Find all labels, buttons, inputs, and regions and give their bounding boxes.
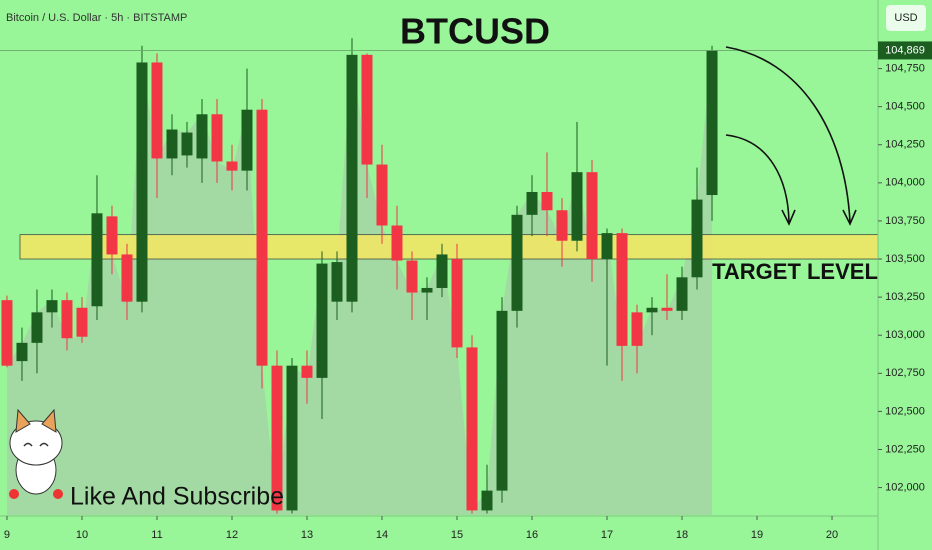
mascot-heart: [53, 489, 63, 499]
candle-body: [646, 307, 658, 313]
arrow-head: [842, 209, 857, 226]
candle-body: [421, 287, 433, 293]
symbol-header: Bitcoin / U.S. Dollar · 5h · BITSTAMP: [6, 12, 187, 24]
candle-body: [601, 233, 613, 260]
target-zone: [19, 234, 879, 260]
candle-body: [316, 263, 328, 378]
x-tick-label: 11: [151, 529, 162, 541]
y-tick-label: 103,750: [885, 215, 925, 227]
candle-body: [211, 114, 223, 162]
arrow: [725, 134, 790, 223]
candle-body: [106, 216, 118, 255]
y-tick-label: 103,250: [885, 291, 925, 303]
mascot: [9, 408, 63, 499]
candle-body: [196, 114, 208, 159]
y-tick-label: 104,250: [885, 139, 925, 151]
candle-body: [406, 260, 418, 293]
x-tick-label: 16: [526, 529, 538, 541]
candle-body: [31, 312, 43, 343]
y-tick-label: 104,000: [885, 177, 925, 189]
candle-body: [691, 199, 703, 278]
candle-body: [556, 210, 568, 241]
x-tick-label: 18: [676, 529, 688, 541]
candle-body: [451, 259, 463, 348]
mascot-ears: [15, 408, 57, 433]
mascot-heart: [9, 489, 19, 499]
candle-body: [616, 233, 628, 346]
candle-body: [151, 62, 163, 159]
candle-body: [121, 254, 133, 302]
arrows: [725, 46, 857, 226]
candle-body: [226, 161, 238, 171]
x-tick-label: 13: [301, 529, 313, 541]
x-tick-label: 17: [601, 529, 613, 541]
candle-body: [376, 164, 388, 226]
y-tick-label: 102,250: [885, 443, 925, 455]
x-tick-label: 10: [76, 529, 88, 541]
x-tick-label: 19: [751, 529, 763, 541]
mascot-eyes: [23, 442, 49, 447]
candle-body: [526, 191, 538, 215]
candle-body: [466, 347, 478, 511]
candle-body: [241, 109, 253, 171]
candle-body: [16, 342, 28, 362]
y-tick-label: 104,500: [885, 101, 925, 113]
candle-body: [271, 365, 283, 511]
candle-body: [181, 132, 193, 156]
currency-label[interactable]: USD: [894, 12, 917, 24]
candle-body: [136, 62, 148, 302]
candle-body: [61, 300, 73, 339]
y-tick-label: 103,000: [885, 329, 925, 341]
candle-body: [46, 300, 58, 313]
chart-title: BTCUSD: [400, 11, 550, 52]
candle-body: [391, 225, 403, 261]
candle-body: [361, 54, 373, 165]
mascot-head: [9, 420, 63, 466]
currency-button[interactable]: [886, 5, 926, 31]
candle-body: [631, 312, 643, 346]
candle-body: [256, 109, 268, 366]
y-tick-label: 102,750: [885, 367, 925, 379]
candle-body: [676, 277, 688, 311]
candle-body: [166, 129, 178, 159]
y-tick-label: 102,500: [885, 405, 925, 417]
candle-body: [481, 490, 493, 511]
subscribe-label: Like And Subscribe: [70, 483, 284, 511]
x-tick-label: 14: [376, 529, 388, 541]
candle-body: [541, 191, 553, 211]
candle-body: [436, 254, 448, 288]
candle-body: [571, 172, 583, 241]
close-area: [6, 50, 713, 515]
last-price-badge: [878, 41, 932, 60]
x-tick-label: 12: [226, 529, 238, 541]
candle-body: [76, 307, 88, 337]
arrow: [725, 46, 851, 223]
target-label: TARGET LEVEL: [712, 259, 878, 284]
candle-body: [301, 365, 313, 378]
x-tick-label: 20: [826, 529, 838, 541]
last-price-label: 104,869: [885, 44, 925, 56]
x-tick-label: 9: [4, 529, 10, 541]
y-tick-label: 102,000: [885, 481, 925, 493]
candle-body: [706, 50, 718, 196]
candle-body: [91, 213, 103, 307]
candle-body: [496, 310, 508, 491]
arrow-head: [781, 209, 796, 226]
y-tick-label: 104,750: [885, 62, 925, 74]
candle-body: [346, 54, 358, 302]
candle-body: [661, 307, 673, 311]
candle-body: [1, 300, 13, 366]
candle-body: [331, 262, 343, 302]
y-tick-label: 103,500: [885, 253, 925, 265]
x-tick-label: 15: [451, 529, 463, 541]
candle-body: [286, 365, 298, 511]
candle-body: [586, 172, 598, 260]
candle-body: [511, 214, 523, 311]
